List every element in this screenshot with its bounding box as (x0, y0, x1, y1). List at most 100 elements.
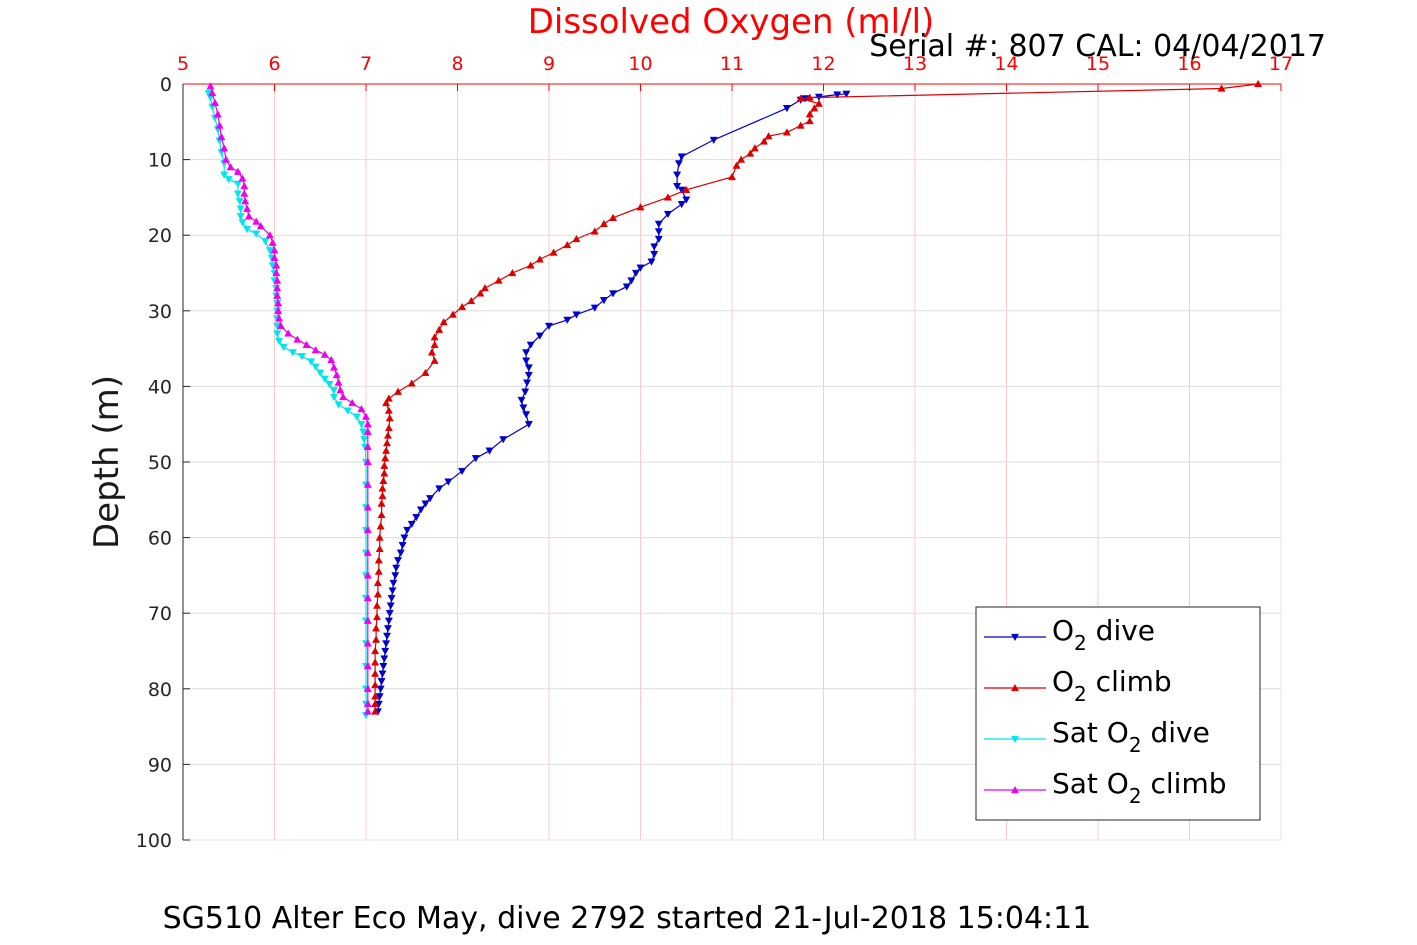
data-point (379, 662, 388, 671)
data-point (471, 455, 480, 463)
data-point (384, 617, 393, 625)
data-point (396, 549, 405, 557)
data-point (394, 387, 403, 395)
data-point (380, 469, 389, 477)
data-point (372, 624, 381, 632)
data-point (389, 579, 398, 588)
data-point (272, 268, 281, 277)
data-point (544, 322, 554, 331)
legend: O2 dive O2 climb Sat O2 dive Sat O2 climb (975, 606, 1261, 821)
data-point (307, 358, 316, 366)
x-tick-label: 12 (811, 53, 835, 75)
data-point (522, 357, 531, 365)
data-point (377, 499, 386, 507)
data-point (274, 306, 283, 314)
data-point (374, 567, 383, 575)
data-point (709, 136, 718, 145)
data-point (476, 289, 485, 297)
ticks: 5 6 7 8 9 10 11 12 13 14 15 16 17 0 10 20 30 40 50 60 70 80 90… (136, 53, 1293, 852)
data-point (363, 480, 372, 488)
data-point (663, 193, 672, 201)
data-point (327, 355, 336, 364)
data-point (238, 174, 247, 182)
data-point (332, 370, 341, 379)
data-point (654, 228, 663, 236)
data-point (805, 93, 814, 101)
data-point (363, 525, 372, 534)
data-point (320, 350, 329, 358)
data-point (311, 345, 320, 354)
data-point (412, 514, 421, 522)
legend-entry: O2 dive (984, 614, 1155, 655)
data-point (236, 205, 245, 213)
y-tick-label: 10 (148, 150, 172, 172)
data-point (398, 542, 407, 550)
data-point (233, 167, 242, 175)
data-point (814, 99, 823, 107)
data-point (535, 255, 544, 263)
data-point (220, 144, 229, 152)
data-point (238, 219, 247, 227)
data-point (426, 495, 435, 503)
data-point (363, 593, 372, 602)
data-point (359, 428, 368, 436)
data-point (363, 442, 372, 451)
data-point (430, 333, 439, 341)
data-point (273, 284, 282, 292)
data-point (631, 269, 640, 278)
data-point (273, 276, 282, 284)
legend-marker (1010, 735, 1020, 744)
data-point (387, 594, 396, 603)
data-point (682, 185, 691, 193)
data-point (363, 427, 372, 435)
y-tick-label: 90 (148, 754, 172, 776)
data-point (361, 412, 371, 420)
data-point (386, 602, 395, 610)
data-point (1254, 79, 1263, 88)
x-tick-label: 13 (903, 53, 927, 75)
data-point (243, 226, 252, 234)
legend-label: Sat O2 climb (1052, 767, 1227, 808)
data-point (272, 261, 281, 269)
data-point (526, 341, 535, 349)
data-point (435, 325, 444, 333)
data-point (522, 349, 531, 357)
data-point (275, 314, 284, 322)
data-point (400, 534, 409, 542)
data-point (427, 348, 436, 356)
data-point (650, 243, 659, 251)
data-point (421, 500, 430, 508)
legend-marker (1010, 683, 1020, 692)
data-point (381, 647, 390, 656)
data-point (535, 332, 544, 340)
y-tick-label: 0 (160, 74, 172, 96)
data-point (435, 485, 444, 493)
data-point (293, 335, 302, 343)
data-point (274, 299, 283, 307)
data-point (371, 707, 380, 715)
data-point (261, 238, 270, 246)
x-tick-label: 7 (360, 53, 372, 75)
data-point (663, 210, 672, 219)
data-point (590, 304, 599, 312)
data-point (372, 635, 381, 643)
data-point (372, 612, 382, 621)
data-point (240, 189, 249, 197)
data-point (383, 431, 392, 439)
data-point (842, 90, 851, 98)
data-point (647, 258, 656, 266)
data-point (590, 227, 599, 235)
data-point (627, 277, 636, 285)
data-point (297, 353, 306, 361)
data-point (384, 423, 393, 432)
x-tick-label: 16 (1177, 53, 1201, 75)
data-point (384, 406, 393, 414)
legend-label: O2 dive (1052, 614, 1155, 655)
data-point (208, 88, 217, 97)
data-point (375, 544, 384, 553)
data-point (224, 176, 233, 184)
data-point (320, 375, 329, 383)
data-point (391, 572, 400, 580)
data-point (378, 670, 387, 678)
data-point (373, 590, 382, 598)
